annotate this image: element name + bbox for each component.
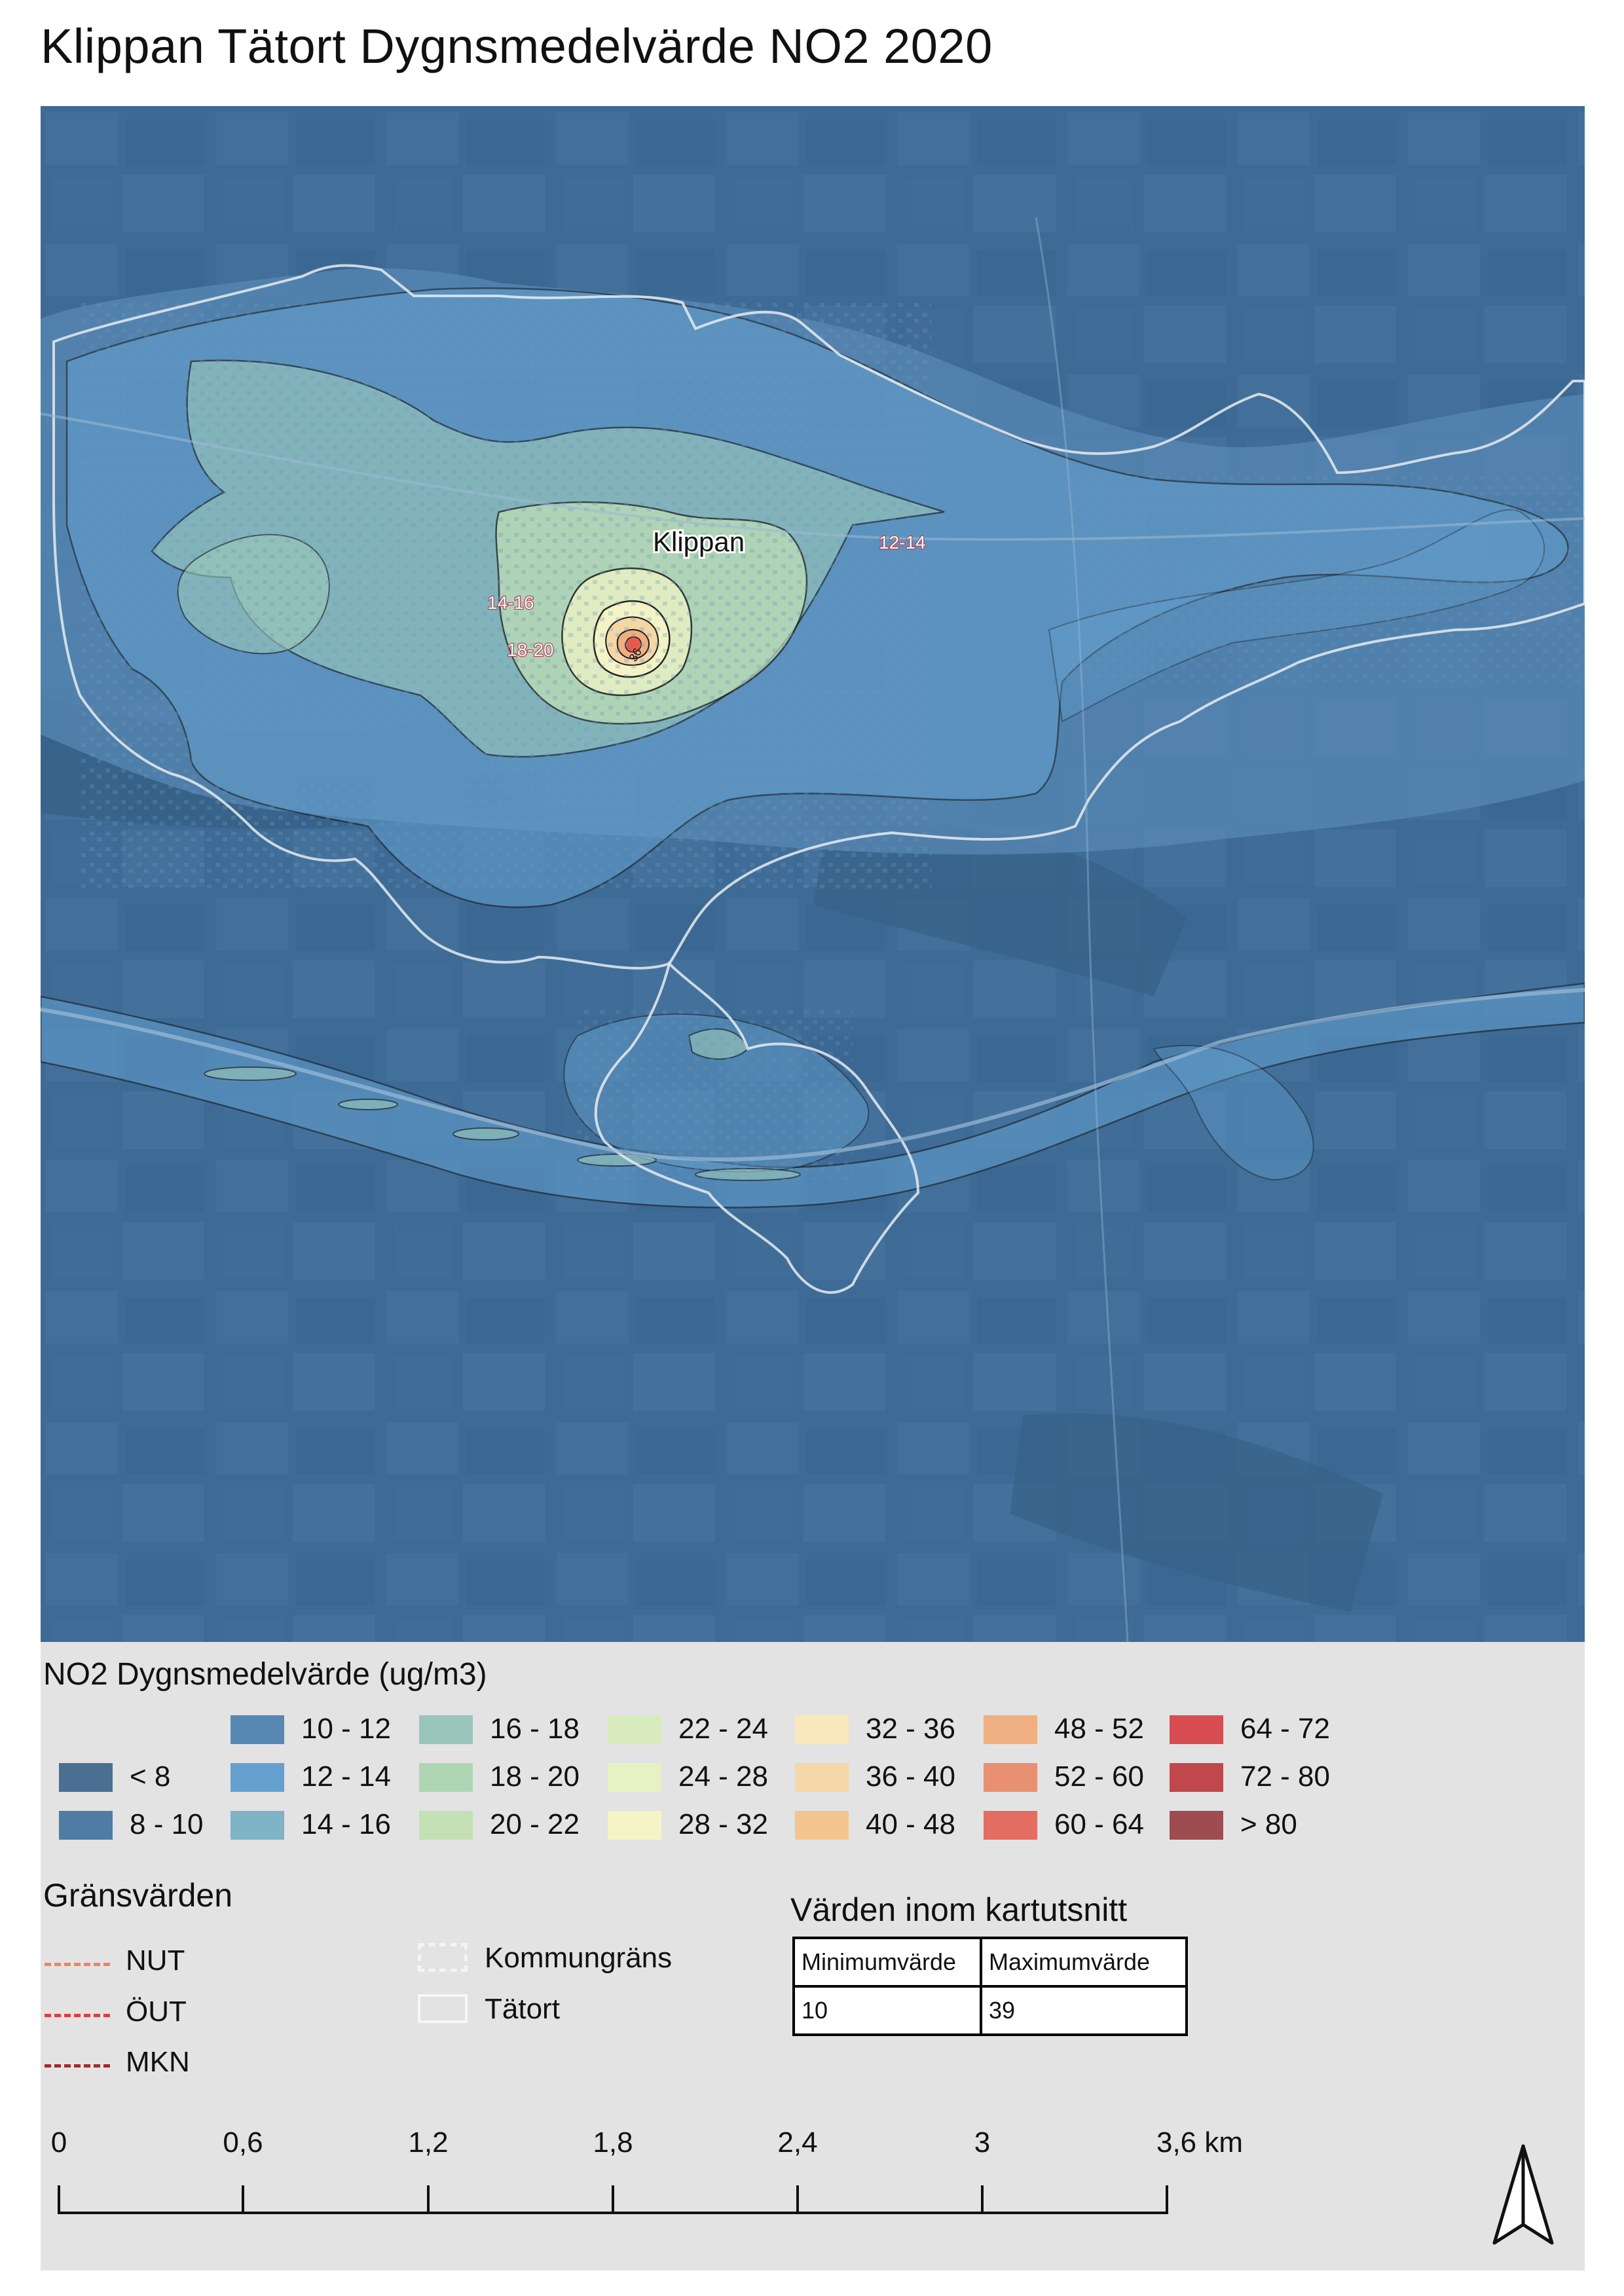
range-title: Värden inom kartutsnitt — [790, 1891, 1128, 1928]
road — [41, 412, 1585, 541]
range-header-row: Minimumvärde Maximumvärde — [792, 1937, 1188, 1988]
kommungrans-label: Kommungräns — [485, 1942, 673, 1974]
legend-swatch — [608, 1763, 661, 1792]
range-value-row: 10 39 — [792, 1985, 1188, 2036]
legend-swatch — [795, 1763, 849, 1792]
legend-class-label: 12 - 14 — [301, 1760, 391, 1793]
legend-class-label: 28 - 32 — [678, 1808, 768, 1840]
legend-swatch — [231, 1763, 284, 1792]
legend-swatch — [608, 1715, 661, 1744]
legend-swatch — [984, 1763, 1037, 1792]
tatort-outline — [52, 264, 1585, 970]
legend-class-label: 72 - 80 — [1240, 1760, 1330, 1793]
range-value-max: 39 — [980, 1985, 1188, 2036]
legend-swatch — [419, 1811, 473, 1840]
legend-swatch — [419, 1763, 473, 1792]
legend-class-label: > 80 — [1240, 1808, 1297, 1840]
range-value-min: 10 — [792, 1985, 982, 2036]
contour-label-14-16: 14-16 — [487, 592, 534, 613]
scale-tick-label: 0 — [50, 2126, 67, 2159]
legend-swatch — [984, 1811, 1037, 1840]
road — [41, 988, 1585, 1161]
range-table: Minimumvärde Maximumvärde 10 39 — [792, 1937, 1188, 2036]
legend-class-label: 8 - 10 — [130, 1808, 204, 1840]
outline-rectangle-icon — [418, 1994, 468, 2023]
map-title: Klippan Tätort Dygnsmedelvärde NO2 2020 — [41, 19, 993, 73]
north-arrow-icon — [1492, 2144, 1554, 2245]
legend-class-label: 36 - 40 — [866, 1760, 955, 1793]
range-header-min: Minimumvärde — [792, 1937, 982, 1988]
scale-tick-label: 2,4 — [777, 2126, 818, 2159]
legend-swatch — [1170, 1811, 1223, 1840]
legend-class-label: 24 - 28 — [678, 1760, 768, 1793]
no2-concentration-map[interactable]: Klippan 12-14 14-16 18-20 36 — [41, 106, 1585, 1642]
road — [1035, 217, 1129, 1642]
contour-label-12-14: 12-14 — [879, 532, 926, 553]
legend-class-label: 64 - 72 — [1240, 1713, 1330, 1745]
place-label-klippan: Klippan — [653, 526, 745, 557]
legend-swatch — [419, 1715, 473, 1744]
nut-label: NUT — [126, 1944, 185, 1977]
scale-bar: 0 0,6 1,2 1,8 2,4 3 3,6 km — [41, 2126, 1585, 2257]
legend-swatch — [984, 1715, 1037, 1744]
legend-swatch — [1170, 1715, 1223, 1744]
legend-class-label: 40 - 48 — [866, 1808, 955, 1840]
forest-area — [1010, 1413, 1383, 1612]
range-header-max: Maximumvärde — [980, 1937, 1188, 1988]
mkn-label: MKN — [126, 2046, 190, 2078]
legend-swatch — [1170, 1763, 1223, 1792]
legend-class-label: 16 - 18 — [490, 1713, 580, 1745]
legend-swatch — [59, 1763, 113, 1792]
legend-class-label: 60 - 64 — [1054, 1808, 1144, 1840]
legend-swatch — [231, 1811, 284, 1840]
legend-class-label: 22 - 24 — [678, 1713, 768, 1745]
dashed-rectangle-icon — [418, 1943, 468, 1972]
legend-class-label: 32 - 36 — [866, 1713, 955, 1745]
legend-swatch — [795, 1811, 849, 1840]
legend-class-label: < 8 — [130, 1760, 171, 1793]
contour-south-corridor — [41, 982, 1585, 1209]
tatort-outline-south — [594, 961, 920, 1294]
tatort-label: Tätort — [485, 1993, 560, 2025]
legend-class-label: 18 - 20 — [490, 1760, 580, 1793]
scale-bar-line — [58, 2185, 1168, 2214]
scale-tick-label: 0,6 — [223, 2126, 263, 2159]
scale-tick-label: 3,6 km — [1156, 2126, 1244, 2159]
legend-swatch — [231, 1715, 284, 1744]
legend-swatch — [59, 1811, 113, 1840]
legend-title: NO2 Dygnsmedelvärde (ug/m3) — [43, 1657, 487, 1692]
legend-class-label: 20 - 22 — [490, 1808, 580, 1840]
out-line-symbol — [45, 2014, 110, 2017]
legend-swatch — [608, 1811, 661, 1840]
legend-class-label: 52 - 60 — [1054, 1760, 1144, 1793]
mkn-line-symbol — [45, 2064, 110, 2068]
contour-label-18-20: 18-20 — [507, 640, 554, 660]
legend-class-label: 14 - 16 — [301, 1808, 391, 1840]
limits-title: Gränsvärden — [43, 1877, 233, 1914]
legend-swatch — [795, 1715, 849, 1744]
map-canvas: Klippan 12-14 14-16 18-20 36 — [41, 106, 1585, 1642]
place-label-group: Klippan 12-14 14-16 18-20 36 — [487, 524, 927, 664]
legend-class-label: 48 - 52 — [1054, 1713, 1144, 1745]
scale-tick-label: 3 — [974, 2126, 991, 2159]
out-label: ÖUT — [126, 1995, 187, 2028]
scale-tick-label: 1,2 — [408, 2126, 449, 2159]
legend-class-label: 10 - 12 — [301, 1713, 391, 1745]
legend-panel: NO2 Dygnsmedelvärde (ug/m3) < 8 8 - 10 10 … — [41, 1642, 1585, 2270]
scale-tick-label: 1,8 — [593, 2126, 633, 2159]
nut-line-symbol — [45, 1963, 110, 1966]
